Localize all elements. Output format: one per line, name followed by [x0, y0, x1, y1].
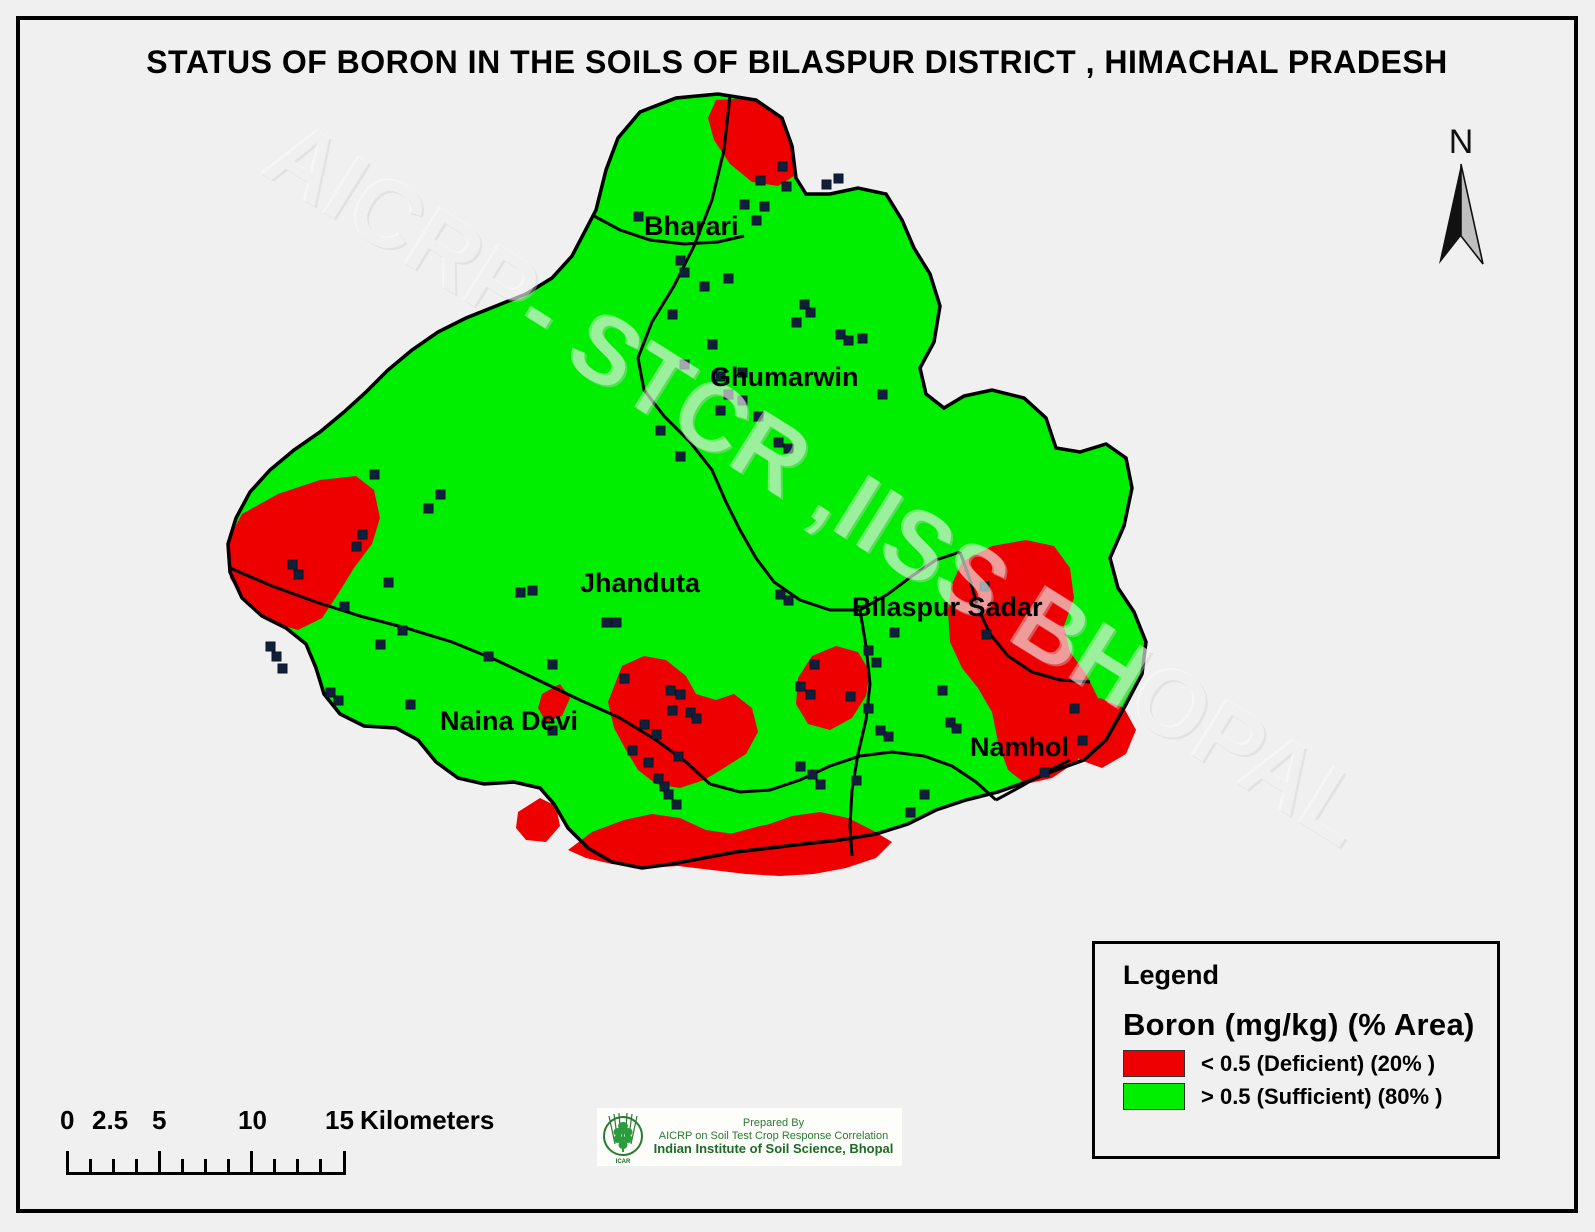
credits-line-1: Prepared By — [742, 1117, 805, 1130]
legend-swatch-deficient — [1123, 1050, 1185, 1077]
legend-swatch-sufficient — [1123, 1083, 1185, 1110]
block-label-namhol: Namhol — [970, 732, 1069, 762]
icar-logo-icon: ICAR — [597, 1110, 649, 1165]
scale-bar: 0 2.5 5 10 15 Kilometers — [60, 1105, 494, 1175]
scale-label-5: 5 — [152, 1105, 167, 1135]
block-label-jhanduta: Jhanduta — [580, 568, 701, 598]
north-arrow-icon — [1439, 163, 1484, 265]
deficient-patch-jhanduta[interactable] — [608, 656, 758, 788]
legend-label-deficient: < 0.5 (Deficient) (20% ) — [1201, 1050, 1436, 1076]
credits-line-3: Indian Institute of Soil Science, Bhopal — [653, 1141, 894, 1157]
legend-subtitle: Boron (mg/kg) (% Area) — [1123, 1007, 1475, 1042]
sample-points[interactable] — [265, 161, 1088, 818]
deficient-patch-jhanduta-sliver[interactable] — [538, 684, 570, 722]
north-arrow: N — [1426, 124, 1496, 274]
credits-block: ICAR Prepared By AICRP on Soil Test Crop… — [597, 1108, 902, 1166]
legend-label-sufficient: > 0.5 (Sufficient) (80% ) — [1201, 1083, 1443, 1109]
icar-logo-caption: ICAR — [615, 1159, 631, 1165]
legend-item-sufficient[interactable]: > 0.5 (Sufficient) (80% ) — [1123, 1083, 1497, 1110]
deficient-zones[interactable] — [228, 98, 1136, 876]
scale-unit-label: Kilometers — [360, 1105, 495, 1135]
block-label-ghumarwin: Ghumarwin — [710, 362, 859, 392]
credits-line-2: AICRP on Soil Test Crop Response Correla… — [658, 1129, 889, 1142]
block-label-bilaspur-sadar: Bilaspur Sadar — [852, 592, 1043, 622]
scale-bar-labels: 0 2.5 5 10 15 Kilometers — [60, 1105, 494, 1139]
deficient-patch-southwest[interactable] — [516, 798, 560, 842]
map-canvas[interactable]: AICRP- STCR ,IISS BHOPAL Bharari Ghumarw… — [40, 90, 1570, 920]
page-title: STATUS OF BORON IN THE SOILS OF BILASPUR… — [146, 44, 1448, 80]
scale-label-15: 15 — [325, 1105, 354, 1135]
legend-box[interactable]: Legend Boron (mg/kg) (% Area) < 0.5 (Def… — [1092, 941, 1500, 1159]
scale-bar-ticks — [60, 1141, 490, 1175]
scale-label-2-5: 2.5 — [92, 1105, 129, 1135]
legend-item-deficient[interactable]: < 0.5 (Deficient) (20% ) — [1123, 1050, 1497, 1077]
block-label-bharari: Bharari — [644, 211, 739, 241]
legend-title: Legend — [1123, 960, 1220, 990]
block-boundaries — [229, 95, 1091, 857]
deficient-patch-namhol[interactable] — [948, 540, 1100, 784]
deficient-patch-south-central[interactable] — [730, 820, 830, 864]
district-map-svg[interactable]: AICRP- STCR ,IISS BHOPAL Bharari Ghumarw… — [40, 90, 1570, 920]
block-label-naina-devi: Naina Devi — [440, 706, 578, 736]
district-outline — [226, 92, 1148, 870]
deficient-patch-northwest[interactable] — [228, 476, 380, 630]
deficient-patch-north[interactable] — [708, 98, 794, 186]
block-labels: Bharari Ghumarwin Jhanduta Naina Devi Bi… — [440, 211, 1069, 762]
scale-label-0: 0 — [60, 1105, 75, 1135]
scale-label-10: 10 — [238, 1105, 267, 1135]
map-frame: STATUS OF BORON IN THE SOILS OF BILASPUR… — [16, 16, 1578, 1213]
north-arrow-label: N — [1448, 123, 1474, 161]
